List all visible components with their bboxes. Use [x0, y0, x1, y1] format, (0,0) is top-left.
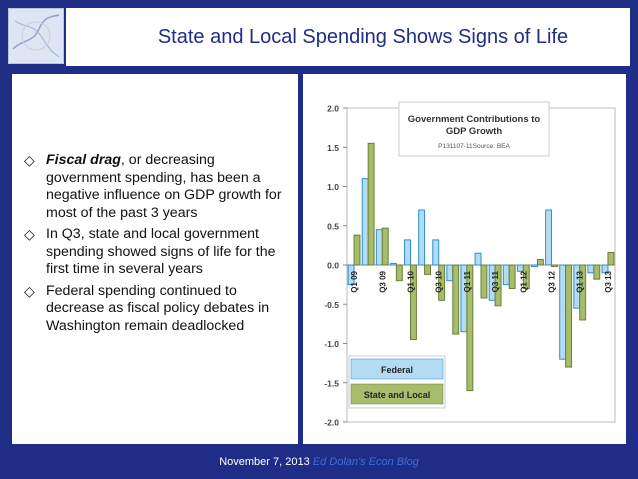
bar-federal — [587, 264, 595, 274]
bar-chart: 2.0 1.5 1.0 0.5 0.0 -0.5 -1.0 -1.5 -2.0 Q1 09 Q3 0… — [324, 101, 616, 428]
x-tick-label: Q3 12 — [548, 270, 557, 292]
y-tick-label: 0.5 — [327, 221, 339, 231]
chart-subtitle: P131107-11Source: BEA — [438, 143, 510, 150]
bar-federal — [446, 264, 454, 282]
bullet-text: In Q3, state and local government spendi… — [46, 226, 276, 277]
bar-state-local — [395, 264, 403, 282]
bar-federal — [474, 252, 482, 266]
bullet-item: ◇ Fiscal drag, or decreasing government … — [20, 152, 290, 222]
bar-state-local — [494, 264, 502, 307]
bar-state-local — [593, 264, 601, 280]
chart-panel: 2.0 1.5 1.0 0.5 0.0 -0.5 -1.0 -1.5 -2.0 Q1 09 Q3 0… — [303, 74, 626, 444]
bar-state-local — [551, 264, 558, 268]
bar-federal — [502, 264, 510, 286]
bullet-item: ◇ In Q3, state and local government spen… — [20, 226, 290, 279]
bar-federal — [404, 239, 411, 266]
bar-federal — [601, 264, 609, 274]
y-tick-label: -0.5 — [324, 300, 339, 310]
footer-date: November 7, 2013 — [219, 456, 310, 468]
bullet-text: , or decreasing government spending, has… — [46, 152, 282, 221]
y-tick-label: -1.0 — [324, 339, 339, 349]
legend-swatch-federal — [350, 358, 444, 380]
x-tick-label: Q3 09 — [378, 270, 387, 292]
bar-federal — [418, 209, 426, 266]
x-tick-label: Q1 10 — [406, 270, 415, 292]
x-tick-label: Q1 12 — [519, 270, 528, 292]
y-tick-label: 1.5 — [327, 143, 339, 153]
bar-state-local — [452, 264, 460, 335]
y-tick-label: -2.0 — [324, 418, 339, 428]
y-tick-label: -1.5 — [324, 378, 339, 388]
bar-federal — [516, 264, 524, 272]
title-bar: State and Local Spending Shows Signs of … — [66, 8, 630, 66]
y-tick-label: 0.0 — [327, 261, 339, 271]
bar-state-local — [353, 234, 361, 266]
y-tick-label: 1.0 — [327, 182, 339, 192]
chart-title: Government Contributions to GDP Growth — [408, 114, 541, 137]
diamond-bullet-icon: ◇ — [24, 152, 35, 168]
bar-state-local — [565, 264, 573, 368]
bar-federal — [389, 262, 397, 266]
bar-state-local — [607, 251, 615, 266]
x-tick-label: Q3 11 — [491, 270, 500, 292]
bar-state-local — [508, 264, 516, 290]
x-tick-label: Q1 11 — [463, 270, 472, 292]
bullet-list: ◇ Fiscal drag, or decreasing government … — [12, 74, 298, 335]
bar-state-local — [480, 264, 488, 299]
bar-state-local — [409, 264, 417, 341]
bullet-text: Federal spending continued to decrease a… — [46, 282, 270, 334]
bar-state-local — [438, 264, 446, 301]
bar-federal — [347, 264, 355, 286]
legend-label-federal: Federal — [381, 365, 413, 375]
bar-state-local — [466, 264, 474, 392]
footer-blog: Ed Dolan's Econ Blog — [312, 456, 419, 468]
bar-federal — [432, 239, 440, 266]
bar-federal — [559, 264, 567, 360]
diamond-bullet-icon: ◇ — [24, 282, 35, 299]
legend-swatch-state-local — [350, 383, 444, 405]
bar-state-local — [367, 142, 375, 266]
bar-federal — [375, 229, 383, 266]
logo — [8, 8, 64, 64]
y-tick-label: 2.0 — [327, 104, 339, 114]
footer: November 7, 2013 Ed Dolan's Econ Blog — [0, 456, 638, 468]
content-panel: ◇ Fiscal drag, or decreasing government … — [12, 74, 298, 444]
x-tick-label: Q1 09 — [350, 270, 359, 292]
bullet-emphasis: Fiscal drag — [46, 152, 121, 168]
chart-title-box — [398, 101, 550, 157]
x-tick-label: Q3 13 — [604, 270, 613, 292]
bar-federal — [545, 209, 553, 266]
diamond-bullet-icon: ◇ — [24, 226, 35, 242]
bar-federal — [361, 178, 369, 266]
x-tick-label: Q1 13 — [576, 270, 585, 292]
x-tick-label: Q3 10 — [435, 270, 444, 292]
page-title: State and Local Spending Shows Signs of … — [157, 25, 569, 48]
bar-federal — [530, 264, 538, 268]
bar-state-local — [536, 259, 544, 266]
bar-state-local — [522, 264, 530, 290]
bullet-item: ◇ Federal spending continued to decrease… — [20, 283, 290, 336]
bar-state-local — [579, 264, 587, 321]
legend-label-state-local: State and Local — [364, 390, 431, 400]
bar-state-local — [381, 227, 389, 266]
bar-state-local — [424, 264, 432, 275]
